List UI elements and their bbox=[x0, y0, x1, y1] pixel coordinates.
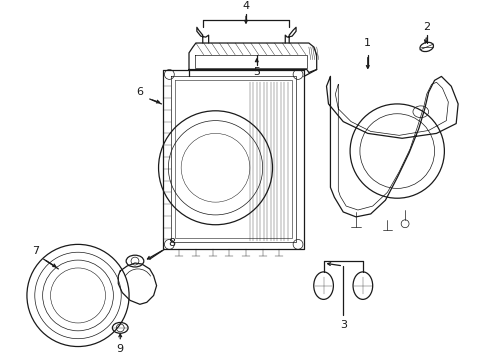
Text: 5: 5 bbox=[253, 67, 260, 77]
Text: 6: 6 bbox=[136, 87, 143, 97]
Text: 4: 4 bbox=[242, 1, 249, 11]
Text: 8: 8 bbox=[167, 238, 175, 248]
Text: 7: 7 bbox=[32, 246, 39, 256]
Text: 1: 1 bbox=[364, 38, 370, 48]
Text: 9: 9 bbox=[117, 345, 123, 355]
Text: 2: 2 bbox=[422, 22, 429, 32]
Text: 3: 3 bbox=[339, 320, 346, 330]
